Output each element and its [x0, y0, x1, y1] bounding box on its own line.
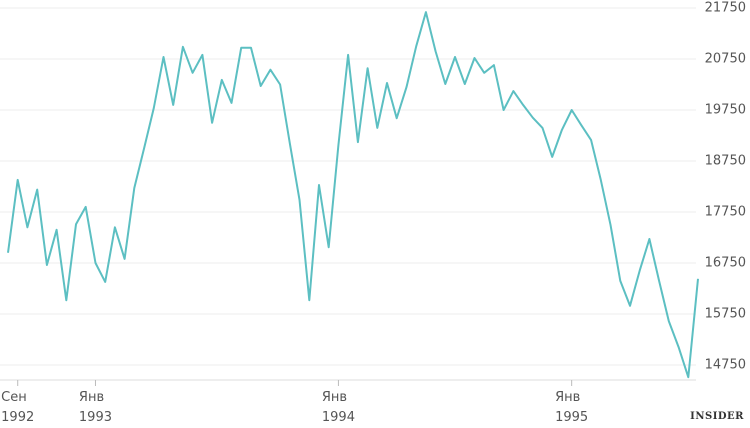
y-tick-label: 15750 — [705, 307, 746, 322]
x-tick-label: Сен 1992 — [1, 390, 35, 425]
line-series — [7, 11, 699, 379]
y-tick-label: 14750 — [705, 358, 746, 373]
x-tick-label: Янв 1994 — [321, 390, 355, 425]
y-tick-label: 20750 — [705, 52, 746, 67]
x-tick-label: Янв 1993 — [78, 390, 112, 425]
watermark: INSIDER — [690, 411, 744, 422]
y-tick-label: 21750 — [705, 1, 746, 16]
y-tick-label: 18750 — [705, 154, 746, 169]
y-tick-label: 17750 — [705, 205, 746, 220]
y-tick-label: 16750 — [705, 256, 746, 271]
x-tick-label: Янв 1995 — [555, 390, 589, 425]
y-tick-label: 19750 — [705, 103, 746, 118]
